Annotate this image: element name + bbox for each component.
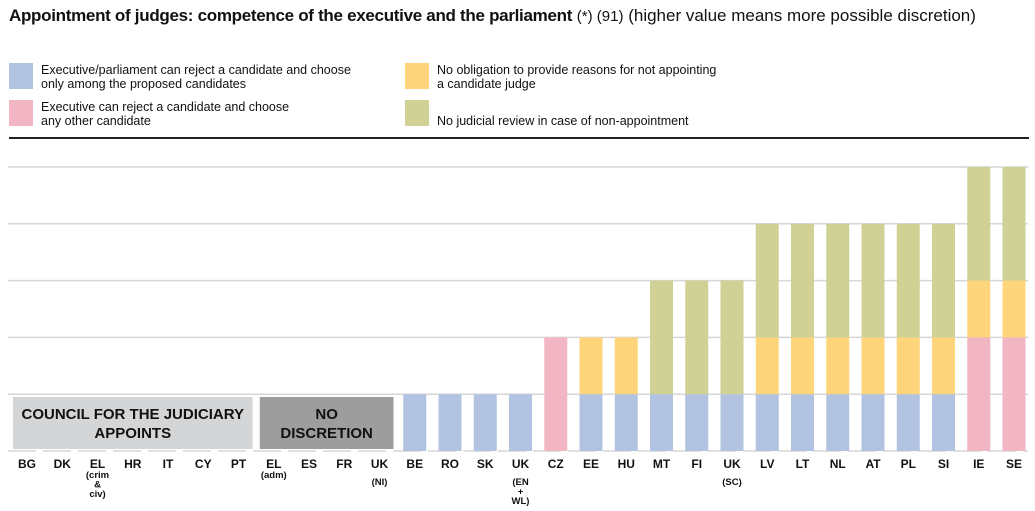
legend-swatch [405, 63, 429, 89]
x-tick-label: LV [760, 457, 774, 471]
bar-segment-cz [544, 337, 568, 451]
bar-segment-nl [826, 223, 850, 338]
legend-item-no-review: No judicial review in case of non-appoin… [405, 100, 689, 128]
x-tick-sublabel: (EN [512, 477, 529, 488]
x-tick-sublabel: (NI) [372, 477, 388, 488]
x-tick-label: EL [90, 457, 105, 471]
bar-segment-ro [438, 394, 462, 451]
chart-subtitle: (higher value means more possible discre… [628, 6, 976, 25]
x-tick-label: IT [163, 457, 174, 471]
x-tick-label: MT [653, 457, 671, 471]
bar-segment-be [403, 394, 427, 451]
bar-segment-si [932, 337, 955, 395]
legend-swatch [9, 63, 33, 89]
bar-segment-lv [755, 394, 779, 451]
bar-segment-at [861, 394, 885, 451]
x-tick-label: ES [301, 457, 317, 471]
x-tick-label: SI [938, 457, 949, 471]
bar-segment-mt [650, 280, 673, 395]
bar-segment-uk [509, 394, 532, 451]
x-tick-label: UK [371, 457, 389, 471]
bar-segment-se [1002, 280, 1026, 338]
x-tick-label: AT [865, 457, 881, 471]
x-tick-sublabel: civ) [89, 489, 105, 500]
footnote-refs: (*) (91) [576, 8, 624, 25]
bar-segment-ie [967, 280, 991, 338]
x-tick-sublabel: & [94, 480, 101, 491]
x-tick-label: EE [583, 457, 599, 471]
x-tick-label: IE [973, 457, 984, 471]
annotation-label: NO [315, 406, 338, 423]
legend-swatch [9, 100, 33, 126]
x-tick-sublabel: (crim [86, 470, 109, 481]
header-rule [9, 137, 1029, 139]
x-tick-label: HU [618, 457, 635, 471]
bar-segment-fi [685, 394, 709, 451]
bar-segment-nl [826, 337, 850, 395]
x-tick-label: NL [830, 457, 846, 471]
x-tick-label: EL [266, 457, 281, 471]
bar-segment-lt [791, 223, 814, 338]
x-tick-label: SK [477, 457, 494, 471]
annotation-label: APPOINTS [94, 425, 171, 442]
x-tick-label: BE [406, 457, 423, 471]
bar-segment-hu [614, 337, 638, 395]
bar-segment-se [1002, 167, 1026, 281]
bar-segment-lt [791, 337, 814, 395]
x-tick-sublabel: WL) [512, 496, 530, 507]
legend-item-no-reasons: No obligation to provide reasons for not… [405, 63, 716, 91]
bar-segment-si [932, 223, 955, 338]
bar-segment-hu [614, 394, 638, 451]
bar-segment-nl [826, 394, 850, 451]
bar-segment-lv [755, 223, 779, 338]
bar-segment-at [861, 223, 885, 338]
bar-segment-pl [896, 337, 920, 395]
x-tick-label: HR [124, 457, 142, 471]
annotation-box [13, 397, 253, 449]
x-tick-label: CZ [548, 457, 564, 471]
x-tick-label: DK [54, 457, 72, 471]
legend-item-free-choice: Executive can reject a candidate and cho… [9, 100, 289, 128]
x-tick-label: BG [18, 457, 36, 471]
bar-segment-pl [896, 394, 920, 451]
x-tick-label: SE [1006, 457, 1022, 471]
bar-segment-mt [650, 394, 673, 451]
legend-item-restricted-choice: Executive/parliament can reject a candid… [9, 63, 351, 91]
bar-segment-uk [720, 394, 744, 451]
x-tick-label: PT [231, 457, 247, 471]
bar-segment-at [861, 337, 885, 395]
x-tick-label: FR [336, 457, 352, 471]
annotation-label: DISCRETION [280, 425, 373, 442]
bar-segment-fi [685, 280, 709, 395]
bar-segment-pl [896, 223, 920, 338]
x-tick-label: LT [796, 457, 810, 471]
bar-segment-si [932, 394, 955, 451]
bar-segment-lv [755, 337, 779, 395]
bar-segment-uk [720, 280, 744, 395]
bar-segment-se [1002, 337, 1026, 451]
bar-segment-ie [967, 167, 991, 281]
annotation-box [259, 397, 394, 449]
bar-segment-ie [967, 337, 991, 451]
bar-segment-ee [579, 394, 603, 451]
x-tick-label: RO [441, 457, 459, 471]
bar-segment-ee [579, 337, 603, 395]
annotation-label: COUNCIL FOR THE JUDICIARY [21, 406, 244, 423]
bar-segment-lt [791, 394, 814, 451]
bar-segment-sk [473, 394, 497, 451]
x-tick-label: UK [723, 457, 741, 471]
x-tick-label: FI [691, 457, 702, 471]
x-tick-label: CY [195, 457, 212, 471]
x-tick-sublabel: (adm) [261, 470, 287, 481]
x-tick-label: PL [901, 457, 916, 471]
x-tick-sublabel: + [518, 487, 524, 498]
chart-title: Appointment of judges: competence of the… [9, 6, 976, 25]
x-tick-label: UK [512, 457, 530, 471]
x-tick-sublabel: (SC) [722, 477, 742, 488]
legend-swatch [405, 100, 429, 126]
